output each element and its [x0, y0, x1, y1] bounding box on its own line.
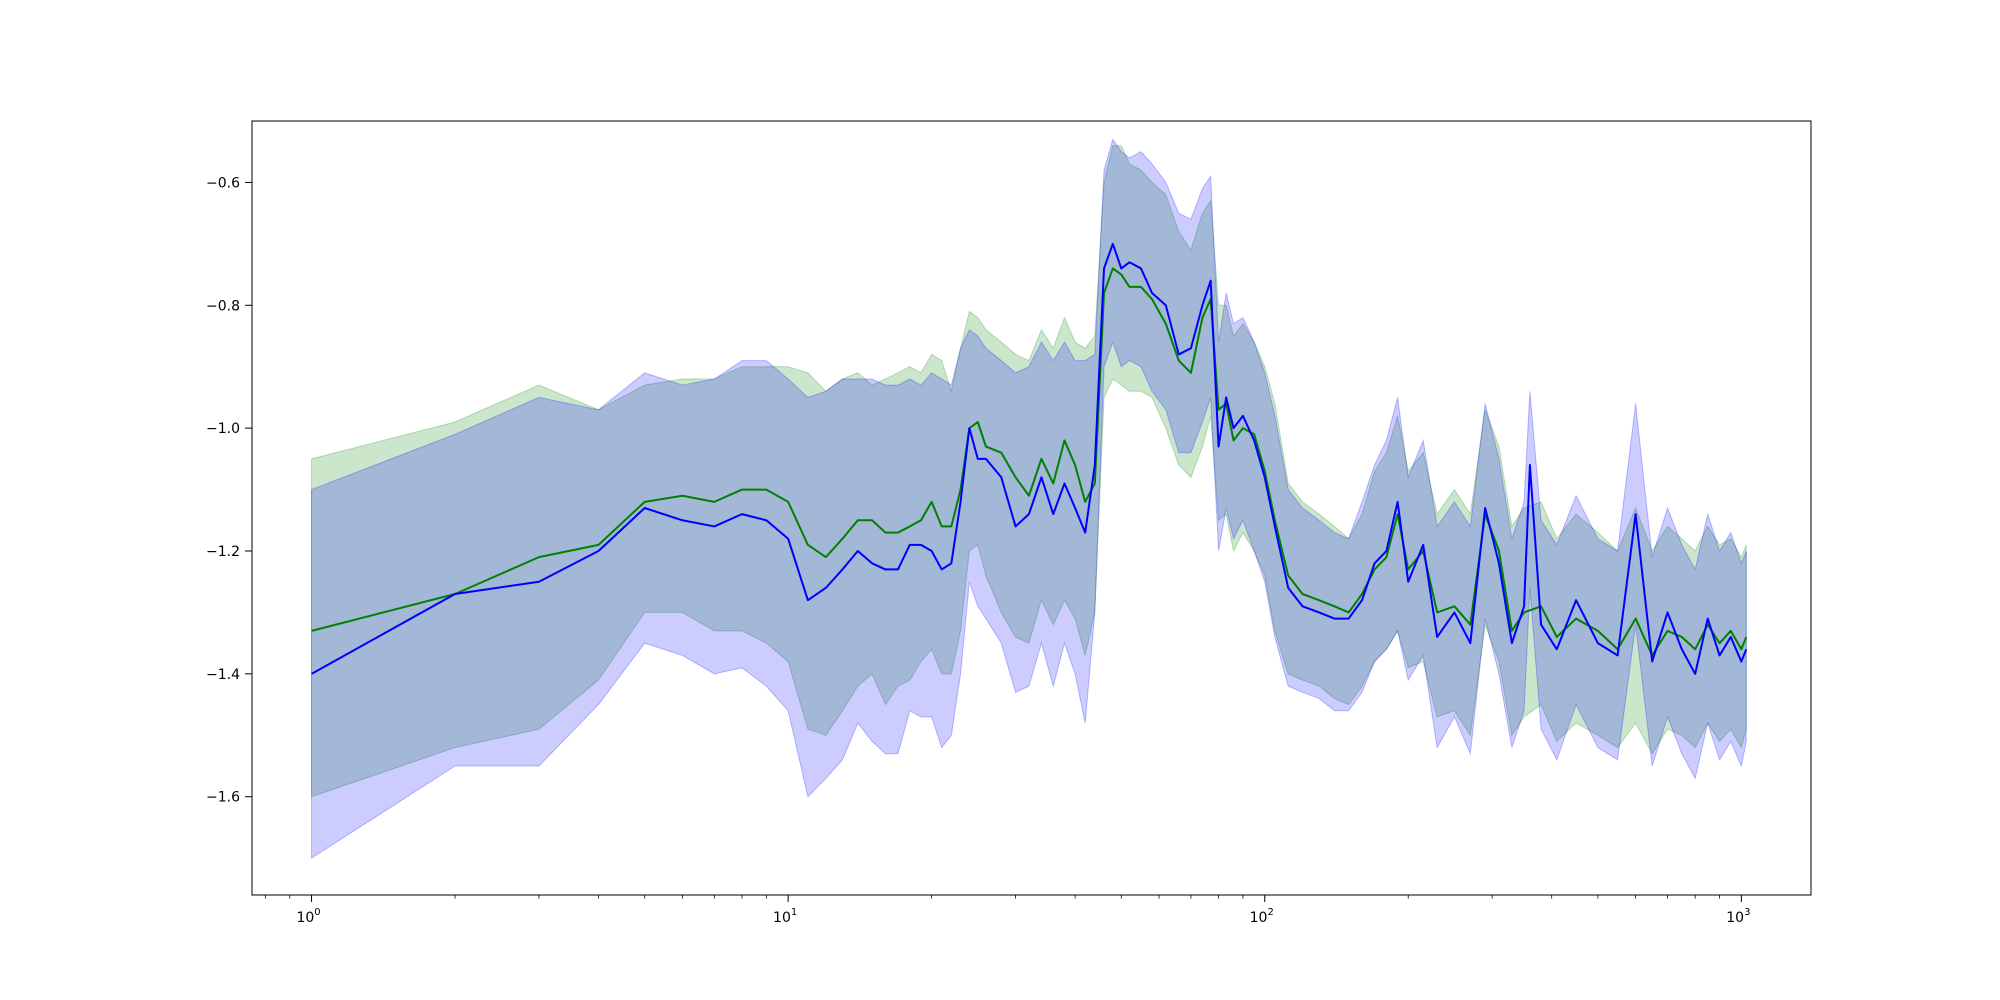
y-tick-label: −0.8: [206, 298, 240, 314]
x-tick-label: 100: [296, 907, 320, 926]
series-1-band: [311, 145, 1747, 798]
series-1-line: [311, 267, 1748, 657]
x-axis: 100 101 102 103: [264, 895, 1750, 926]
x-tick-label: 101: [773, 907, 797, 926]
plot-frame: [251, 120, 1812, 896]
y-tick-label: −1.6: [206, 790, 240, 806]
series-2-band: [311, 138, 1747, 860]
confidence-bands: [311, 138, 1747, 860]
y-tick-label: −1.2: [206, 544, 240, 560]
x-tick-label: 102: [1250, 907, 1274, 926]
series-2-line: [311, 242, 1748, 675]
series-lines: [311, 242, 1748, 675]
y-tick-label: −1.0: [206, 421, 240, 437]
y-tick-label: −0.6: [206, 175, 240, 191]
x-tick-label: 103: [1726, 907, 1750, 926]
y-axis: −0.6 −0.8 −1.0 −1.2 −1.4 −1.6: [206, 175, 252, 806]
y-tick-label: −1.4: [206, 667, 240, 683]
plot-area: [251, 120, 1812, 896]
